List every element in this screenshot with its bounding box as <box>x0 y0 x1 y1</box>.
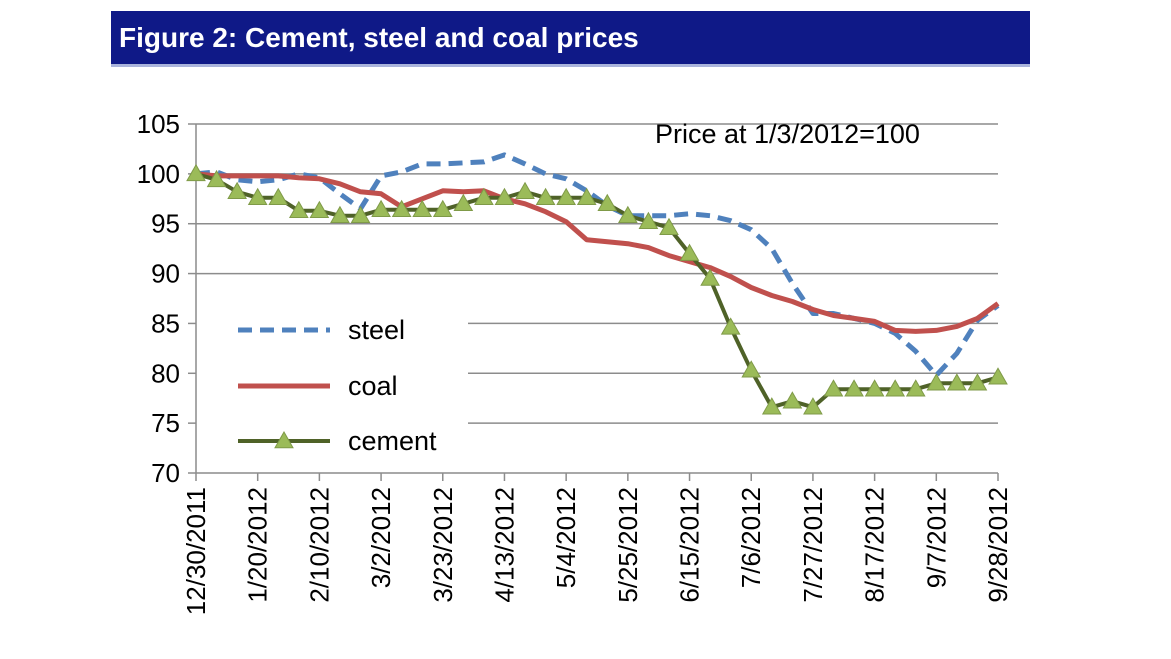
x-tick-label: 12/30/2011 <box>181 487 211 615</box>
data-point-cement <box>638 211 659 229</box>
data-point-cement <box>453 193 474 212</box>
legend-label-coal: coal <box>348 371 398 401</box>
figure-title: Figure 2: Cement, steel and coal prices <box>119 22 639 53</box>
data-point-cement <box>885 379 906 397</box>
y-tick-label: 90 <box>151 259 180 289</box>
data-point-cement <box>432 199 453 218</box>
x-tick-label: 8/17/2012 <box>860 487 890 603</box>
data-point-cement <box>905 379 926 397</box>
x-tick-label: 2/10/2012 <box>304 487 334 603</box>
data-point-cement <box>556 187 577 206</box>
data-point-cement <box>659 217 679 235</box>
data-point-cement <box>576 187 597 206</box>
data-point-cement <box>597 193 618 212</box>
data-point-cement <box>741 360 762 378</box>
series-line-steel <box>195 152 1000 378</box>
series-line-cement <box>195 171 999 410</box>
x-tick-label: 1/20/2012 <box>243 487 273 603</box>
grid <box>196 123 998 424</box>
data-point-cement <box>474 187 494 206</box>
data-point-cement <box>186 163 206 182</box>
data-point-cement <box>309 200 330 219</box>
x-tick-label: 6/15/2012 <box>675 487 705 603</box>
data-point-cement <box>761 397 782 415</box>
y-tick-label: 85 <box>151 308 180 338</box>
data-point-cement <box>206 169 227 188</box>
x-tick-label: 7/6/2012 <box>736 487 766 588</box>
figure-title-bar: Figure 2: Cement, steel and coal prices <box>111 11 1030 67</box>
data-point-cement <box>844 379 864 397</box>
y-tick-label: 100 <box>137 159 180 189</box>
data-point-cement <box>823 379 844 397</box>
series-lines <box>186 152 1008 415</box>
y-tick-labels: 70 75 80 85 90 95 100 105 <box>137 109 180 488</box>
data-point-cement <box>371 199 391 218</box>
data-point-cement <box>268 187 289 206</box>
y-tick-label: 95 <box>151 209 180 239</box>
data-point-cement <box>288 200 309 219</box>
data-point-cement <box>535 187 556 206</box>
y-tick-label: 80 <box>151 358 180 388</box>
axes <box>188 123 999 481</box>
data-point-cement <box>926 373 947 391</box>
data-point-cement <box>988 367 1008 385</box>
y-tick-label: 70 <box>151 458 180 488</box>
data-point-cement <box>412 199 433 218</box>
data-point-cement <box>679 243 700 261</box>
data-point-cement <box>864 379 885 397</box>
chart-annotation: Price at 1/3/2012=100 <box>655 119 920 149</box>
data-point-cement <box>330 205 350 223</box>
x-tick-label: 9/28/2012 <box>983 487 1013 603</box>
data-point-cement <box>720 317 741 335</box>
y-tick-label: 75 <box>151 408 180 438</box>
series-line-coal <box>195 171 1000 334</box>
data-point-cement <box>617 205 638 223</box>
legend-label-cement: cement <box>348 426 437 456</box>
y-tick-label: 105 <box>137 109 180 139</box>
x-tick-label: 3/2/2012 <box>366 487 396 588</box>
data-point-cement <box>782 391 803 409</box>
legend-marker-cement <box>274 430 294 449</box>
data-point-cement <box>247 187 268 206</box>
data-point-cement <box>700 268 720 286</box>
data-point-cement <box>494 187 515 206</box>
data-point-cement <box>227 181 247 200</box>
x-tick-labels: 12/30/2011 1/20/2012 2/10/2012 3/2/2012 3/23… <box>181 487 1013 615</box>
data-point-cement <box>515 181 535 200</box>
x-tick-label: 4/13/2012 <box>489 487 519 603</box>
data-point-cement <box>391 199 412 218</box>
legend-label-steel: steel <box>348 315 405 345</box>
legend: steel coal cement <box>238 315 437 456</box>
x-tick-label: 5/4/2012 <box>551 487 581 588</box>
x-tick-label: 5/25/2012 <box>613 487 643 603</box>
data-point-cement <box>350 205 371 223</box>
data-point-cement <box>803 397 823 415</box>
x-tick-label: 7/27/2012 <box>798 487 828 603</box>
data-point-cement <box>947 373 967 391</box>
x-tick-label: 9/7/2012 <box>921 487 951 588</box>
x-tick-label: 3/23/2012 <box>428 487 458 603</box>
data-point-cement <box>967 373 988 391</box>
